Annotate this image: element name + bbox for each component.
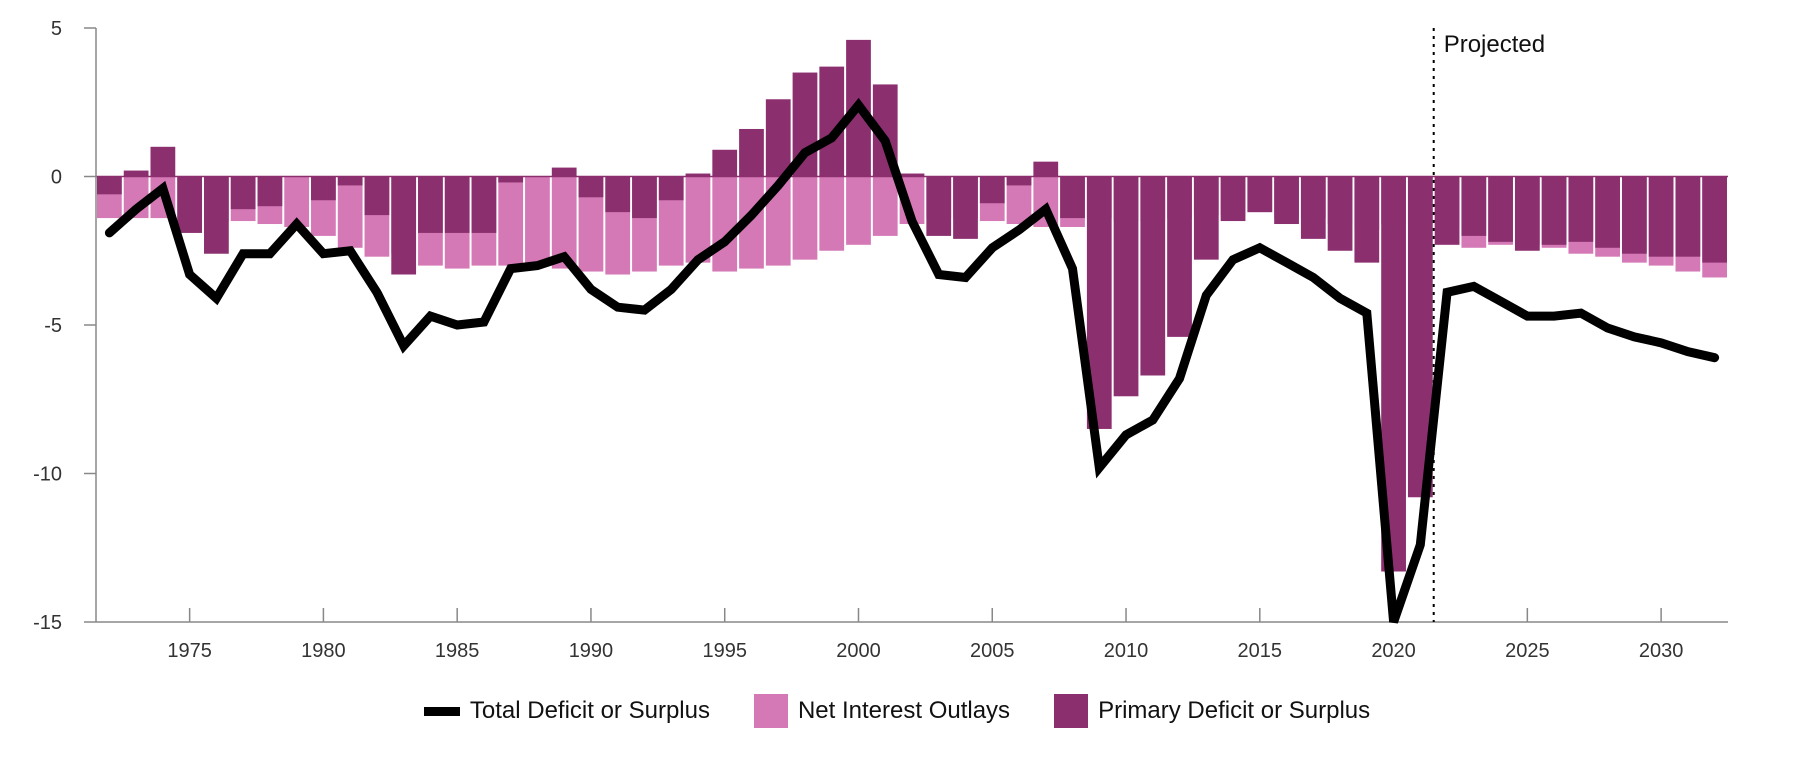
x-tick-label: 1980 xyxy=(301,640,346,662)
x-tick-label: 1985 xyxy=(435,640,480,662)
interest-bar-1987 xyxy=(498,176,524,266)
primary-bar-2010 xyxy=(1113,176,1139,397)
primary-bar-1981 xyxy=(337,176,363,186)
y-tick-label: -10 xyxy=(33,464,62,486)
primary-bar-2014 xyxy=(1220,176,1246,222)
primary-bar-1996 xyxy=(739,128,764,177)
x-tick-label: 1995 xyxy=(702,640,747,662)
primary-bar-2002 xyxy=(899,173,925,177)
primary-bar-2026 xyxy=(1541,176,1567,245)
primary-bar-1989 xyxy=(551,167,577,177)
primary-bar-2025 xyxy=(1514,176,1540,251)
primary-bar-2019 xyxy=(1354,176,1380,263)
primary-bar-1992 xyxy=(632,176,657,219)
y-axis-ticks: 5 0 -5 -10 -15 xyxy=(33,18,96,634)
primary-bar-2016 xyxy=(1274,176,1299,225)
interest-bar-1994 xyxy=(685,176,711,263)
interest-bar-1981 xyxy=(337,176,363,248)
chart-legend: Total Deficit or Surplus Net Interest Ou… xyxy=(0,694,1794,728)
primary-bar-2006 xyxy=(1006,176,1032,186)
projected-annotation: Projected xyxy=(1444,31,1545,58)
x-tick-label: 2010 xyxy=(1104,640,1149,662)
y-tick-label: 0 xyxy=(51,167,62,189)
primary-bar-2017 xyxy=(1300,176,1326,239)
primary-bar-2029 xyxy=(1621,176,1647,254)
primary-bar-2031 xyxy=(1675,176,1701,257)
deficit-chart: 5 0 -5 -10 -15 1975 1980 1985 1990 1995 2000 2005 2… xyxy=(33,18,1728,662)
primary-bar-2024 xyxy=(1488,176,1513,242)
primary-bar-1984 xyxy=(418,176,443,233)
primary-bar-2005 xyxy=(979,176,1005,204)
primary-deficit-bars xyxy=(97,39,1727,572)
primary-bar-1987 xyxy=(498,176,524,183)
legend-item-interest: Net Interest Outlays xyxy=(753,694,1011,728)
x-tick-label: 2030 xyxy=(1639,640,1684,662)
primary-bar-2012 xyxy=(1167,176,1192,337)
primary-bar-1983 xyxy=(391,176,417,275)
legend-label-interest: Net Interest Outlays xyxy=(797,697,1011,724)
primary-bar-1973 xyxy=(123,170,149,177)
primary-bar-1994 xyxy=(685,173,711,177)
primary-bar-1993 xyxy=(658,176,684,201)
x-tick-label: 2015 xyxy=(1238,640,1283,662)
legend-item-total: Total Deficit or Surplus xyxy=(423,697,710,725)
primary-bar-1991 xyxy=(605,176,631,213)
primary-bar-2027 xyxy=(1568,176,1594,242)
primary-bar-1997 xyxy=(765,99,791,177)
total-deficit-line xyxy=(104,97,1720,624)
primary-bar-2018 xyxy=(1327,176,1353,251)
interest-bar-1988 xyxy=(525,176,550,266)
primary-bar-2011 xyxy=(1140,176,1166,376)
primary-bar-2004 xyxy=(953,176,978,239)
y-tick-label: -15 xyxy=(33,612,62,634)
interest-bar-2001 xyxy=(872,176,898,236)
legend-item-primary: Primary Deficit or Surplus xyxy=(1054,694,1370,728)
x-tick-label: 2025 xyxy=(1505,640,1550,662)
x-tick-label: 2000 xyxy=(836,640,881,662)
x-tick-label: 2020 xyxy=(1371,640,1416,662)
x-tick-label: 2005 xyxy=(970,640,1015,662)
primary-bar-2030 xyxy=(1648,176,1674,257)
primary-bar-2008 xyxy=(1060,176,1085,219)
interest-swatch xyxy=(753,694,788,728)
total-swatch xyxy=(423,706,460,716)
primary-bar-2015 xyxy=(1247,176,1273,213)
primary-bar-2023 xyxy=(1461,176,1487,236)
y-tick-label: 5 xyxy=(51,18,62,40)
primary-bar-2028 xyxy=(1595,176,1620,248)
x-tick-label: 1990 xyxy=(569,640,614,662)
primary-bar-2007 xyxy=(1033,161,1059,177)
primary-bar-1977 xyxy=(230,176,256,210)
primary-bar-2003 xyxy=(926,176,952,236)
interest-bar-1998 xyxy=(792,176,818,260)
primary-bar-1980 xyxy=(311,176,336,201)
primary-bar-1975 xyxy=(177,176,203,233)
x-axis-ticks: 1975 1980 1985 1990 1995 2000 2005 2010 2015 2020… xyxy=(167,608,1683,662)
primary-bar-1974 xyxy=(150,146,176,177)
primary-bar-1985 xyxy=(444,176,470,233)
primary-swatch xyxy=(1054,694,1089,728)
legend-label-total: Total Deficit or Surplus xyxy=(469,697,710,724)
primary-bar-1976 xyxy=(204,176,229,254)
primary-bar-1982 xyxy=(364,176,390,216)
x-tick-label: 1975 xyxy=(167,640,212,662)
primary-bar-2013 xyxy=(1193,176,1219,260)
primary-bar-1986 xyxy=(471,176,497,233)
interest-bar-1999 xyxy=(819,176,845,251)
primary-bar-2022 xyxy=(1434,176,1460,245)
primary-bar-1972 xyxy=(97,176,122,195)
interest-bar-1995 xyxy=(712,176,738,272)
primary-bar-1995 xyxy=(712,149,738,177)
primary-bar-1978 xyxy=(257,176,283,207)
legend-label-primary: Primary Deficit or Surplus xyxy=(1098,697,1371,724)
primary-bar-2032 xyxy=(1702,176,1727,263)
primary-bar-1990 xyxy=(578,176,604,198)
interest-bar-2000 xyxy=(846,176,871,245)
y-tick-label: -5 xyxy=(44,315,62,337)
